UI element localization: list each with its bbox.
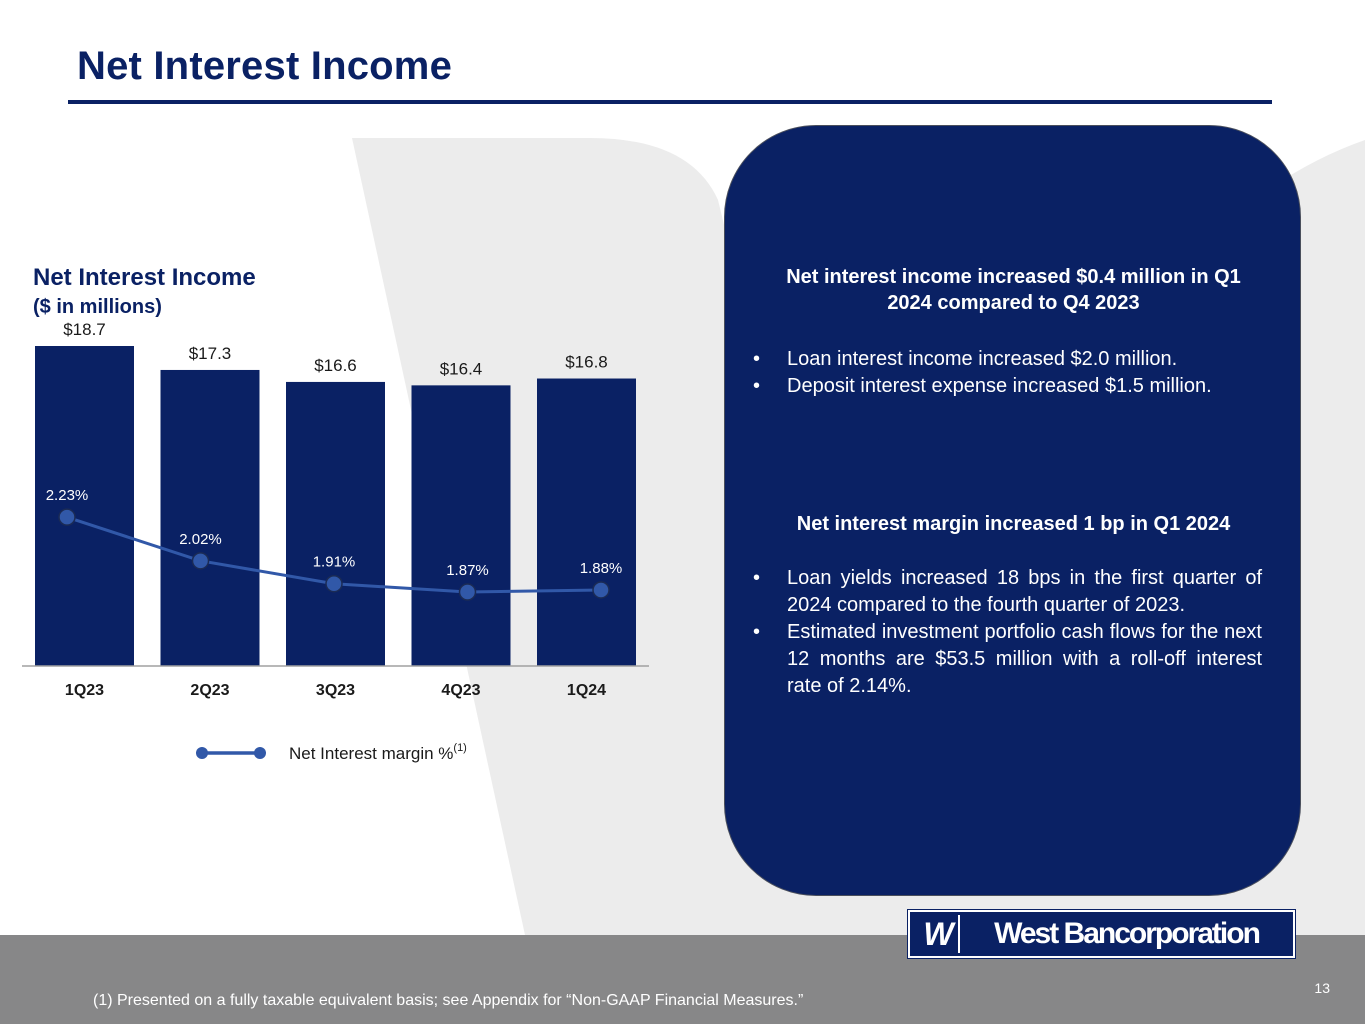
net-interest-income-chart: $18.7 $17.3 $16.6 $16.4 $16.8 2.23% 2.02% 1.91… [22, 320, 649, 763]
panel-heading-income: Net interest income increased $0.4 milli… [786, 266, 1241, 314]
commentary-panel: Net interest income increased $0.4 milli… [724, 125, 1301, 896]
bar-1q24 [537, 378, 636, 666]
legend-marker-right [254, 747, 266, 759]
logo-wordmark: West Bancorporation [994, 917, 1261, 950]
logo-w-mark: W [916, 915, 960, 953]
bar-value-label: $17.3 [189, 344, 232, 363]
bullet-text: Loan yields increased 18 bps in the firs… [787, 567, 1262, 616]
chart-legend: Net Interest margin %(1) [196, 742, 467, 763]
x-tick-label-1q23: 1Q23 [65, 682, 104, 699]
x-tick-label-3q23: 3Q23 [316, 682, 355, 699]
chart-subtitle: ($ in millions) [33, 296, 162, 318]
bar-1q23 [35, 346, 134, 666]
bar-3q23 [286, 381, 385, 666]
bar-4q23 [411, 385, 511, 666]
bar-value-label: $18.7 [63, 320, 106, 339]
bullet-text: Deposit interest expense increased $1.5 … [787, 375, 1212, 397]
margin-value-label: 2.23% [46, 487, 89, 504]
list-item: • Loan yields increased 18 bps in the fir… [753, 565, 1262, 619]
x-tick-label-1q24: 1Q24 [567, 682, 606, 699]
x-tick-label-2q23: 2Q23 [190, 682, 229, 699]
page-title: Net Interest Income [77, 44, 453, 88]
margin-value-label: 1.91% [313, 554, 356, 571]
list-item: • Deposit interest expense increased $1.5… [753, 373, 1262, 400]
legend-label: Net Interest margin %(1) [289, 742, 467, 763]
legend-marker-left [196, 747, 208, 759]
x-tick-label-4q23: 4Q23 [441, 682, 480, 699]
bar-value-label: $16.8 [565, 353, 608, 372]
bullet-glyph: • [753, 348, 761, 370]
bullet-text: Loan interest income increased $2.0 mill… [787, 348, 1178, 370]
income-bullet-list: • Loan interest income increased $2.0 mil… [753, 346, 1262, 400]
bullet-text: Estimated investment portfolio cash flow… [787, 621, 1262, 697]
bullet-glyph: • [753, 375, 761, 397]
margin-point [592, 581, 610, 599]
bar-value-label: $16.6 [314, 356, 357, 375]
page-number: 13 [1314, 980, 1330, 996]
margin-point [458, 583, 477, 601]
bar-value-label: $16.4 [440, 359, 483, 378]
title-underline [68, 100, 1272, 104]
margin-bullet-list: • Loan yields increased 18 bps in the fir… [753, 565, 1262, 700]
margin-value-label: 1.87% [446, 562, 489, 579]
list-item: • Loan interest income increased $2.0 mil… [753, 346, 1262, 373]
footnote: (1) Presented on a fully taxable equival… [93, 992, 804, 1009]
bullet-glyph: • [753, 567, 761, 589]
margin-point [58, 508, 76, 526]
margin-value-label: 1.88% [580, 560, 623, 577]
bullet-glyph: • [753, 621, 761, 643]
margin-point [325, 574, 343, 593]
margin-value-label: 2.02% [179, 531, 222, 548]
bar-2q23 [160, 369, 260, 666]
list-item: • Estimated investment portfolio cash flo… [753, 619, 1262, 700]
margin-point [191, 552, 210, 570]
chart-title: Net Interest Income [33, 264, 256, 291]
west-bancorporation-logo: W West Bancorporation [908, 910, 1295, 958]
panel-heading-margin: Net interest margin increased 1 bp in Q1… [796, 513, 1231, 535]
